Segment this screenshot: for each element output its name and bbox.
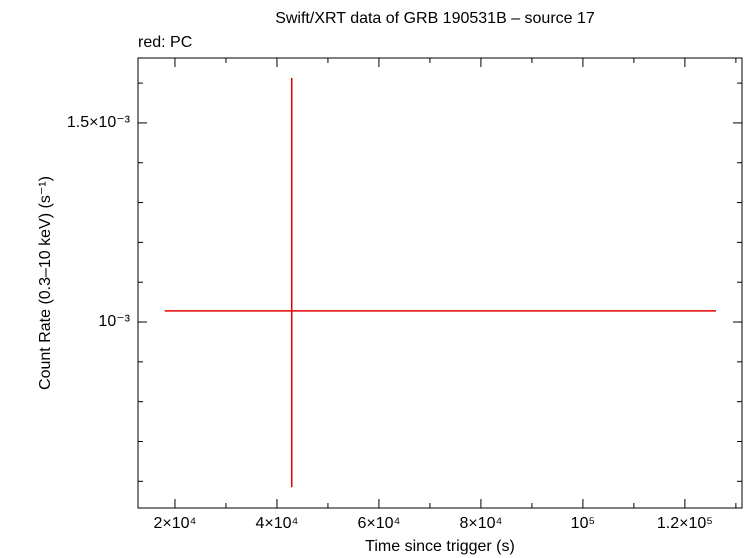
y-tick-label: 10⁻³: [98, 313, 130, 330]
y-axis-label: Count Rate (0.3–10 keV) (s⁻¹): [37, 176, 54, 390]
chart-title: Swift/XRT data of GRB 190531B – source 1…: [275, 10, 595, 27]
y-tick-label: 1.5×10⁻³: [67, 114, 131, 131]
x-axis-label: Time since trigger (s): [365, 538, 515, 555]
x-tick-label: 2×10⁴: [154, 515, 197, 532]
chart-subtitle: red: PC: [138, 34, 192, 51]
x-tick-label: 4×10⁴: [255, 515, 298, 532]
x-tick-label: 6×10⁴: [357, 515, 400, 532]
x-tick-label: 8×10⁴: [459, 515, 502, 532]
x-tick-label: 1.2×10⁵: [657, 515, 713, 532]
x-tick-label: 10⁵: [571, 515, 595, 532]
plot-frame: [137, 57, 743, 509]
